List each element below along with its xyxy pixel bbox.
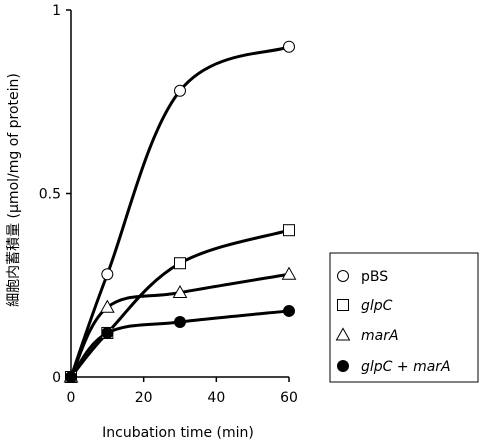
- y-tick-label: 0: [52, 370, 61, 386]
- legend-label-glpc-mara: glpC + marA: [361, 359, 451, 375]
- legend-label-glpc: glpC: [361, 298, 393, 314]
- series-line-pbs: [69, 45, 291, 379]
- series-line-mara: [69, 272, 291, 379]
- legend-marker-glpc: [337, 299, 349, 311]
- y-tick-label: 1: [52, 3, 61, 19]
- x-tick-label: 60: [280, 390, 298, 406]
- y-tick-label: 0.5: [39, 187, 61, 203]
- series-line-glpc-mara: [69, 309, 291, 379]
- legend: pBS glpC marA glpC + marA: [329, 252, 479, 383]
- data-point-glpc-mara: [101, 326, 114, 339]
- data-point-glpc-mara: [283, 304, 295, 317]
- data-point-glpc: [283, 224, 295, 237]
- data-point-pbs: [174, 84, 186, 97]
- data-point-glpc: [174, 257, 186, 270]
- series-markers: [63, 40, 297, 383]
- series-lines: [69, 45, 291, 379]
- legend-box: [329, 252, 479, 383]
- legend-label-mara: marA: [361, 328, 399, 344]
- x-tick-label: 40: [207, 390, 225, 406]
- data-point-mara: [281, 266, 297, 280]
- data-point-pbs: [283, 40, 295, 53]
- y-axis-title: 細胞内蓄積量 (μmol/mg of protein): [6, 73, 22, 307]
- data-point-mara: [99, 299, 115, 313]
- data-point-pbs: [101, 268, 114, 281]
- legend-label-pbs: pBS: [361, 269, 388, 285]
- data-point-glpc-mara: [174, 315, 186, 328]
- legend-marker-mara: [335, 327, 351, 341]
- x-tick-label: 20: [135, 390, 153, 406]
- x-tick-label: 0: [67, 390, 76, 406]
- legend-marker-glpc-mara: [337, 360, 349, 372]
- x-axis-title: Incubation time (min): [102, 425, 254, 441]
- series-line-glpc: [69, 228, 291, 379]
- axes: 0 20 40 60 0 0.5 1: [39, 3, 298, 406]
- data-point-mara: [172, 284, 188, 299]
- data-point-glpc-mara: [65, 371, 77, 383]
- legend-marker-pbs: [337, 270, 349, 282]
